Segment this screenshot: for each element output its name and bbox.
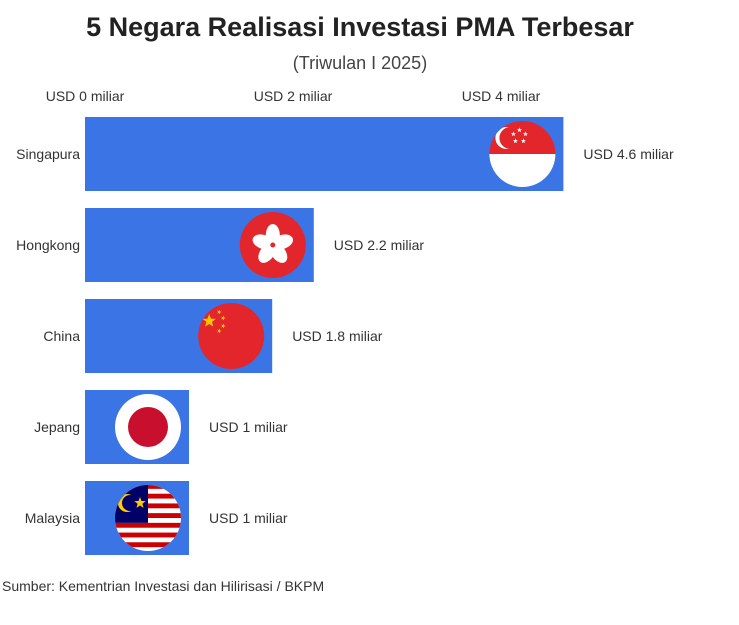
- value-label: USD 2.2 miliar: [334, 237, 425, 253]
- x-tick-label: USD 4 miliar: [462, 88, 541, 104]
- value-label: USD 1 miliar: [209, 419, 288, 435]
- bar: [85, 117, 564, 191]
- category-label: Singapura: [16, 146, 80, 162]
- value-label: USD 4.6 miliar: [583, 146, 674, 162]
- hong-kong-flag-icon: [239, 212, 306, 278]
- chart-title: 5 Negara Realisasi Investasi PMA Terbesa…: [86, 12, 634, 42]
- source-note: Sumber: Kementrian Investasi dan Hiliris…: [2, 578, 325, 594]
- china-flag-icon: [198, 303, 265, 369]
- japan-flag-icon: [115, 394, 181, 460]
- category-label: Jepang: [34, 419, 80, 435]
- x-tick-label: USD 2 miliar: [254, 88, 333, 104]
- chart-subtitle: (Triwulan I 2025): [292, 53, 428, 73]
- x-tick-label: USD 0 miliar: [46, 88, 125, 104]
- category-label: Malaysia: [25, 510, 80, 526]
- value-label: USD 1.8 miliar: [292, 328, 383, 344]
- category-label: Hongkong: [16, 237, 80, 253]
- malaysia-flag-icon: [115, 485, 181, 551]
- value-label: USD 1 miliar: [209, 510, 288, 526]
- category-label: China: [43, 328, 80, 344]
